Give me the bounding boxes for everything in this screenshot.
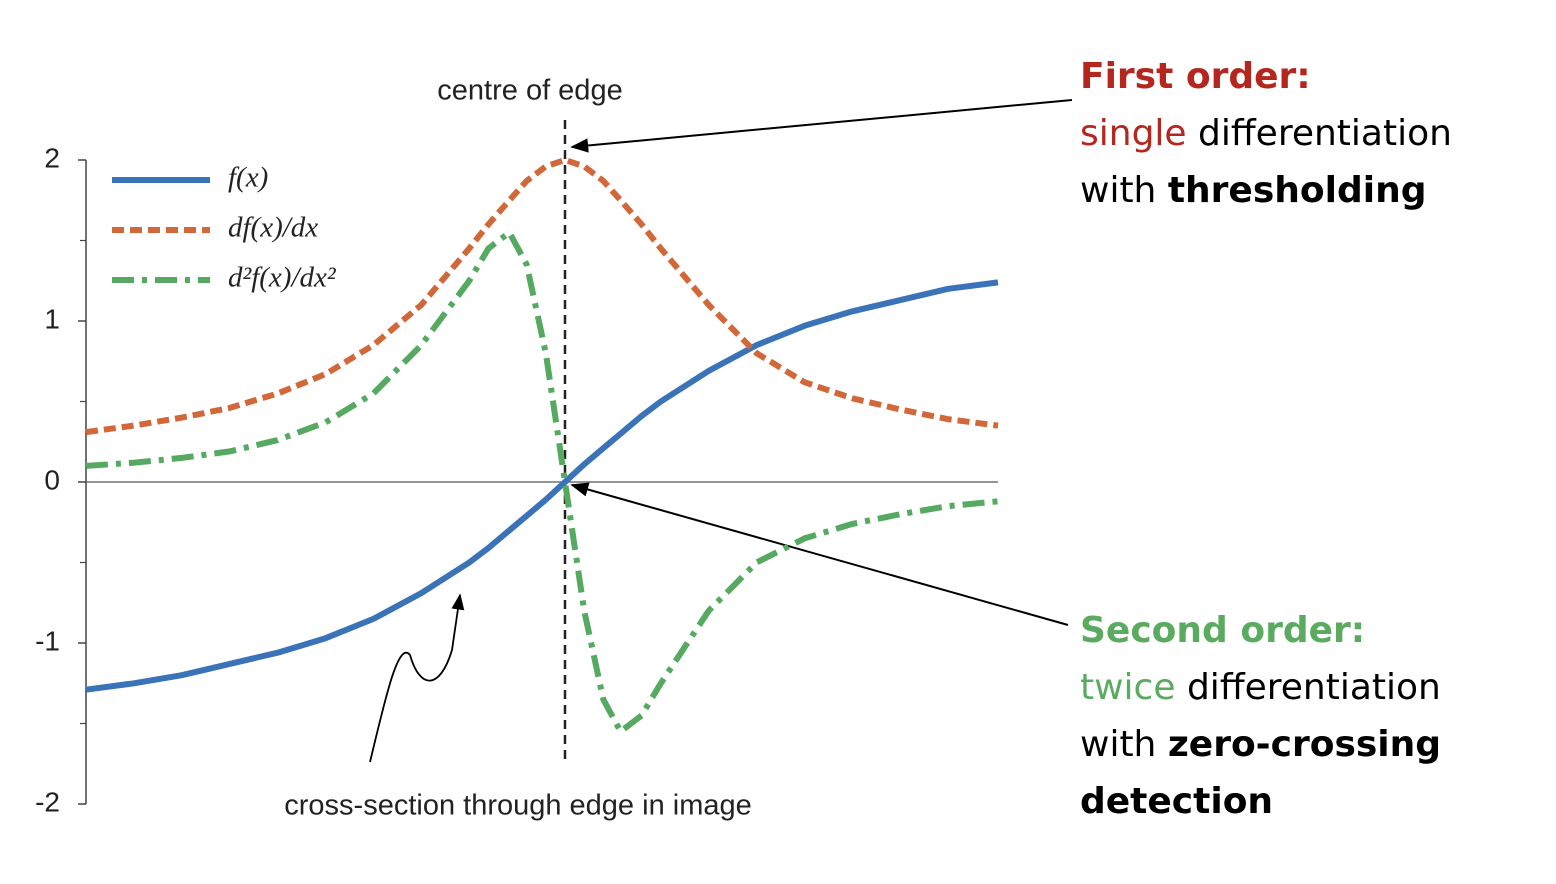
- y-tick-label: 2: [44, 142, 60, 173]
- second-order-note: Second order: twice differentiation with…: [1080, 610, 1441, 822]
- highlight: twice: [1080, 667, 1176, 708]
- y-tick-label: 0: [44, 464, 60, 495]
- arrow: [570, 482, 1069, 626]
- second-order-line: twice differentiation: [1080, 667, 1441, 708]
- first-order-line: with thresholding: [1080, 170, 1426, 211]
- arrow: [369, 593, 465, 763]
- text: differentiation: [1176, 667, 1441, 708]
- y-tick-label: -2: [35, 786, 60, 817]
- text: differentiation: [1187, 113, 1452, 154]
- second-order-heading: Second order:: [1080, 610, 1365, 651]
- series-line: [85, 229, 999, 735]
- bold-text: thresholding: [1168, 170, 1427, 211]
- highlight: single: [1080, 113, 1187, 154]
- first-order-note: First order: single differentiation with…: [1080, 56, 1452, 211]
- centre-label: centre of edge: [437, 75, 622, 107]
- second-order-line: with zero-crossing: [1080, 724, 1441, 765]
- legend: f(x) df(x)/dx d²f(x)/dx²: [112, 162, 337, 294]
- first-order-heading: First order:: [1080, 56, 1311, 97]
- y-tick-label: 1: [44, 303, 60, 334]
- cross-section-label: cross-section through edge in image: [284, 790, 751, 822]
- series-line: [85, 279, 999, 693]
- text: with: [1080, 170, 1168, 211]
- arrow: [570, 99, 1073, 153]
- text: with: [1080, 724, 1168, 765]
- legend-label: df(x)/dx: [228, 212, 318, 244]
- y-tick-label: -1: [35, 625, 60, 656]
- first-order-line: single differentiation: [1080, 113, 1452, 154]
- legend-label: d²f(x)/dx²: [228, 262, 337, 294]
- bold-text: zero-crossing: [1168, 724, 1441, 765]
- bold-text: detection: [1080, 781, 1273, 822]
- series-line: [85, 157, 999, 436]
- legend-label: f(x): [228, 162, 268, 194]
